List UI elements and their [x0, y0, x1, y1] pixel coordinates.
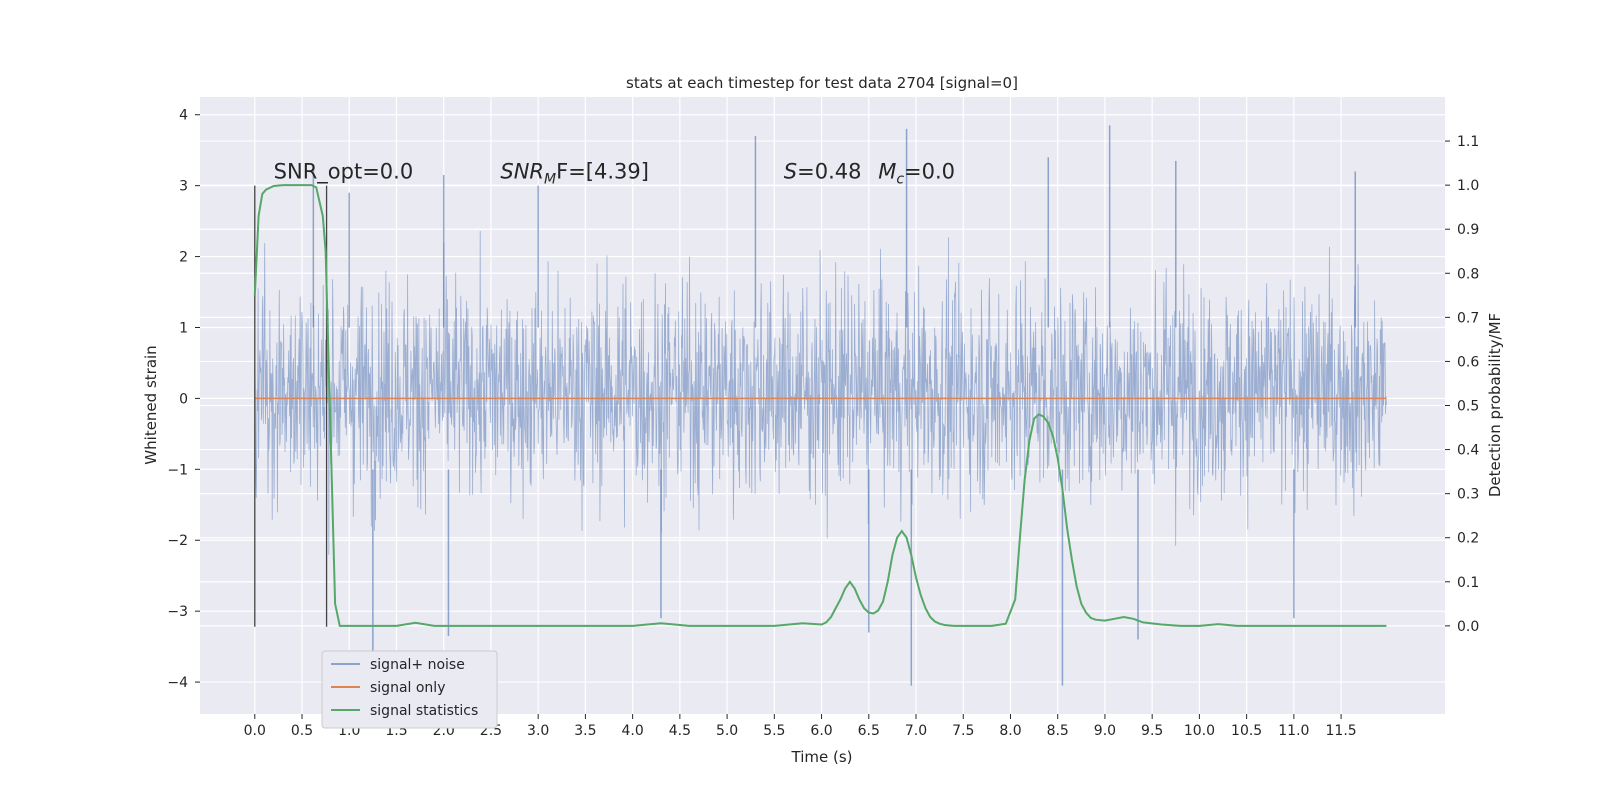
y2-tick-label: 0.0 [1457, 619, 1479, 635]
x-tick-label: 0.0 [244, 723, 266, 739]
x-tick-label: 10.0 [1184, 723, 1215, 739]
y-tick-label: −1 [167, 462, 188, 478]
legend-frame [321, 650, 498, 729]
signal-noise-line [254, 230, 1387, 555]
legend: signal+ noise signal only signal statistic… [321, 650, 498, 729]
signal-statistics-line [253, 184, 1387, 627]
x-tick-label: 9.0 [1094, 723, 1116, 739]
annotation: SNRMF=[4.39] [500, 160, 649, 188]
x-tick-label: 4.0 [621, 723, 643, 739]
y-tick-label: −4 [167, 675, 188, 691]
x-tick-label: 10.5 [1231, 723, 1262, 739]
y-tick-label: −2 [167, 533, 188, 549]
signal-statistics-series [253, 184, 1387, 627]
x-tick-label: 3.0 [527, 723, 549, 739]
legend-label: signal only [370, 680, 445, 696]
y2-tick-label: 0.4 [1457, 443, 1479, 459]
y-axis-label: Whitened strain [142, 345, 160, 464]
legend-label: signal statistics [370, 703, 478, 719]
y2-tick-label: 1.1 [1457, 134, 1479, 150]
x-tick-label: 9.5 [1141, 723, 1163, 739]
y2-tick-label: 0.7 [1457, 310, 1479, 326]
x-tick-label: 8.0 [999, 723, 1021, 739]
x-tick-label: 11.5 [1326, 723, 1357, 739]
y-tick-label: 3 [179, 179, 188, 195]
x-tick-label: 8.5 [1047, 723, 1069, 739]
y-tick-label: 4 [179, 108, 188, 124]
x-tick-label: 6.5 [858, 723, 880, 739]
y-tick-label: −3 [167, 604, 188, 620]
y2-tick-label: 0.1 [1457, 575, 1479, 591]
annotations: SNR_opt=0.0 SNRMF=[4.39] S=0.48 Mc=0.0 [274, 160, 955, 188]
signal-noise-series [254, 125, 1387, 686]
x-tick-label: 0.5 [291, 723, 313, 739]
x-tick-label: 7.5 [952, 723, 974, 739]
annotation: Mc=0.0 [878, 160, 955, 188]
y2-axis-ticks: 0.0 0.1 0.2 0.3 0.4 0.5 0.6 0.7 0.8 0.9 1.0 1.1 [1445, 134, 1479, 635]
annotation: S=0.48 [784, 160, 862, 184]
y-axis-ticks: −4 −3 −2 −1 0 1 2 3 4 [167, 108, 200, 691]
x-tick-label: 7.0 [905, 723, 927, 739]
y-tick-label: 0 [179, 391, 188, 407]
y2-tick-label: 0.5 [1457, 399, 1479, 415]
legend-label: signal+ noise [370, 657, 465, 673]
y-tick-label: 1 [179, 320, 188, 336]
y2-tick-label: 1.0 [1457, 178, 1479, 194]
y2-tick-label: 0.8 [1457, 266, 1479, 282]
x-tick-label: 3.5 [574, 723, 596, 739]
y-tick-label: 2 [179, 250, 188, 266]
x-tick-label: 5.5 [763, 723, 785, 739]
x-axis-label: Time (s) [791, 748, 853, 766]
x-tick-label: 5.0 [716, 723, 738, 739]
chart-title: stats at each timestep for test data 270… [626, 74, 1018, 92]
y2-tick-label: 0.3 [1457, 487, 1479, 503]
x-tick-label: 6.0 [810, 723, 832, 739]
y2-tick-label: 0.2 [1457, 531, 1479, 547]
annotation: SNR_opt=0.0 [274, 160, 414, 185]
x-tick-label: 11.0 [1278, 723, 1309, 739]
y2-axis-label: Detection probability/MF [1486, 313, 1504, 497]
y2-tick-label: 0.6 [1457, 354, 1479, 370]
x-tick-label: 4.5 [669, 723, 691, 739]
y2-tick-label: 0.9 [1457, 222, 1479, 238]
